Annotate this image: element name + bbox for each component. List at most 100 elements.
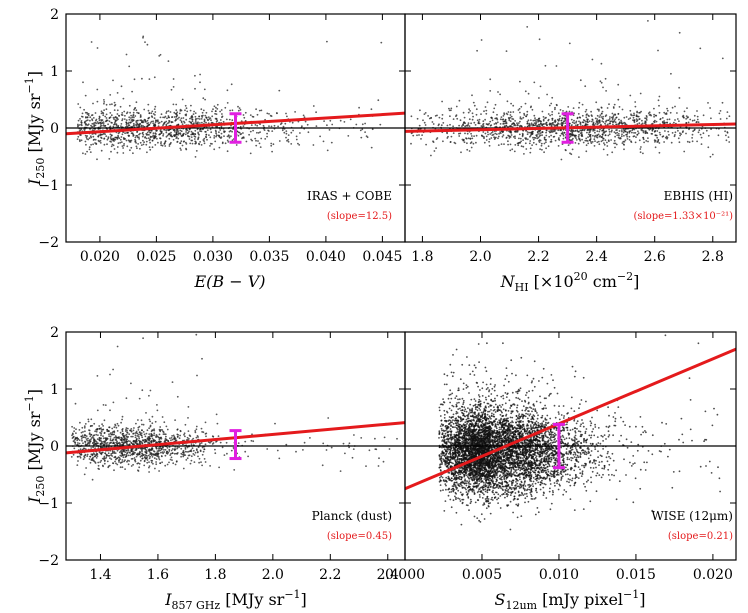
scatter-point bbox=[582, 422, 584, 424]
scatter-point bbox=[586, 109, 588, 111]
scatter-point bbox=[179, 113, 181, 115]
scatter-point bbox=[551, 97, 553, 99]
scatter-point bbox=[266, 136, 268, 138]
scatter-point bbox=[89, 120, 91, 122]
scatter-point bbox=[687, 116, 689, 118]
scatter-point bbox=[144, 137, 146, 139]
scatter-point bbox=[81, 125, 83, 127]
scatter-point bbox=[616, 134, 618, 136]
scatter-point bbox=[383, 461, 385, 463]
scatter-point bbox=[284, 123, 286, 125]
scatter-point bbox=[106, 104, 108, 106]
scatter-point bbox=[623, 148, 625, 150]
scatter-point bbox=[84, 474, 86, 476]
scatter-point bbox=[89, 443, 91, 445]
scatter-point bbox=[586, 118, 588, 120]
scatter-point bbox=[633, 136, 635, 138]
scatter-point bbox=[378, 457, 380, 459]
scatter-point bbox=[287, 139, 289, 141]
scatter-point bbox=[491, 497, 493, 499]
scatter-point bbox=[101, 442, 103, 444]
scatter-point bbox=[177, 134, 179, 136]
scatter-point bbox=[150, 112, 152, 114]
scatter-point bbox=[142, 337, 144, 339]
scatter-point bbox=[136, 441, 138, 443]
scatter-point bbox=[709, 107, 711, 109]
scatter-point bbox=[145, 451, 147, 453]
scatter-point bbox=[86, 455, 88, 457]
scatter-point bbox=[85, 135, 87, 137]
scatter-point bbox=[625, 131, 627, 133]
scatter-point bbox=[515, 131, 517, 133]
scatter-point bbox=[576, 139, 578, 141]
scatter-point bbox=[77, 456, 79, 458]
scatter-point bbox=[129, 119, 131, 121]
scatter-point bbox=[243, 125, 245, 127]
scatter-point bbox=[195, 119, 197, 121]
scatter-point bbox=[718, 134, 720, 136]
scatter-point bbox=[640, 129, 642, 131]
scatter-point bbox=[489, 133, 491, 135]
scatter-point bbox=[92, 442, 94, 444]
scatter-point bbox=[458, 135, 460, 137]
scatter-point bbox=[107, 461, 109, 463]
scatter-point bbox=[170, 439, 172, 441]
scatter-point bbox=[196, 428, 198, 430]
scatter-point bbox=[122, 430, 124, 432]
scatter-point bbox=[182, 145, 184, 147]
scatter-point bbox=[315, 111, 317, 113]
scatter-point bbox=[207, 119, 209, 121]
scatter-point bbox=[519, 108, 521, 110]
scatter-point bbox=[264, 129, 266, 131]
scatter-point bbox=[171, 116, 173, 118]
scatter-point bbox=[97, 453, 99, 455]
scatter-point bbox=[172, 448, 174, 450]
scatter-point bbox=[175, 118, 177, 120]
x-tick-label: 0.020 bbox=[80, 249, 120, 265]
scatter-point bbox=[188, 438, 190, 440]
scatter-point bbox=[530, 148, 532, 150]
scatter-point bbox=[126, 450, 128, 452]
scatter-point bbox=[209, 465, 211, 467]
scatter-point bbox=[625, 139, 627, 141]
scatter-point bbox=[159, 426, 161, 428]
scatter-point bbox=[591, 417, 593, 419]
scatter-point bbox=[526, 114, 528, 116]
scatter-point bbox=[591, 114, 593, 116]
scatter-point bbox=[308, 131, 310, 133]
scatter-point bbox=[591, 121, 593, 123]
scatter-point bbox=[603, 132, 605, 134]
scatter-point bbox=[636, 118, 638, 120]
x-tick-label: 2.2 bbox=[527, 249, 549, 265]
scatter-point bbox=[89, 116, 91, 118]
scatter-point bbox=[126, 453, 128, 455]
scatter-point bbox=[151, 422, 153, 424]
scatter-point bbox=[179, 437, 181, 439]
scatter-point bbox=[216, 108, 218, 110]
scatter-point bbox=[152, 135, 154, 137]
scatter-point bbox=[100, 126, 102, 128]
scatter-point bbox=[548, 145, 550, 147]
scatter-point bbox=[117, 125, 119, 127]
scatter-point bbox=[548, 119, 550, 121]
scatter-point bbox=[628, 118, 630, 120]
scatter-point bbox=[498, 144, 500, 146]
scatter-point bbox=[101, 453, 103, 455]
scatter-point bbox=[101, 137, 103, 139]
scatter-point bbox=[607, 120, 609, 122]
scatter-point bbox=[678, 87, 680, 89]
scatter-point bbox=[664, 122, 666, 124]
scatter-point bbox=[292, 122, 294, 124]
scatter-point bbox=[111, 432, 113, 434]
scatter-point bbox=[591, 142, 593, 144]
scatter-point bbox=[162, 453, 164, 455]
scatter-point bbox=[583, 122, 585, 124]
scatter-point bbox=[588, 133, 590, 135]
scatter-point bbox=[148, 433, 150, 435]
scatter-point bbox=[93, 452, 95, 454]
scatter-point bbox=[143, 424, 145, 426]
scatter-point bbox=[192, 132, 194, 134]
scatter-point bbox=[191, 122, 193, 124]
scatter-point bbox=[599, 121, 601, 123]
scatter-point bbox=[448, 108, 450, 110]
